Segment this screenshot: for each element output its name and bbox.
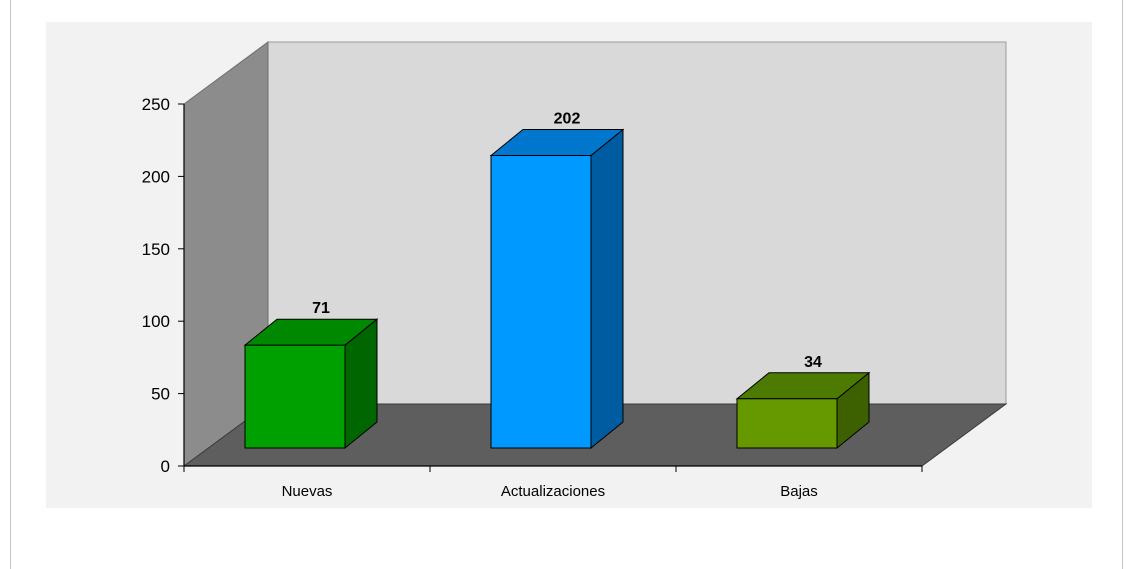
bar-front xyxy=(244,344,346,449)
bar-front xyxy=(490,155,592,449)
y-tick-label: 100 xyxy=(142,312,170,331)
bar-nuevas xyxy=(243,318,379,450)
bar-front xyxy=(736,398,838,449)
data-label: 71 xyxy=(312,300,330,317)
data-label: 202 xyxy=(554,111,581,128)
chart-labels: 71 Nuevas 202 Actualizaciones 34 Bajas xyxy=(282,111,822,500)
y-tick-label: 0 xyxy=(161,457,170,476)
x-tick-label: Nuevas xyxy=(282,483,333,500)
x-tick-label: Actualizaciones xyxy=(501,483,605,500)
bar-actualizaciones xyxy=(489,128,625,450)
data-label: 34 xyxy=(804,354,822,371)
back-wall xyxy=(267,41,1007,405)
bar-bajas xyxy=(735,371,871,450)
y-tick-label: 250 xyxy=(142,95,170,114)
chart-axes: 0 50 100 150 200 250 xyxy=(142,95,923,476)
chart-frame xyxy=(10,0,1123,569)
y-tick-label: 50 xyxy=(151,385,170,404)
y-tick-label: 200 xyxy=(142,167,170,186)
x-tick-label: Bajas xyxy=(780,483,818,500)
chart-bars xyxy=(243,128,871,450)
y-tick-label: 150 xyxy=(142,240,170,259)
bar-side xyxy=(590,128,624,450)
